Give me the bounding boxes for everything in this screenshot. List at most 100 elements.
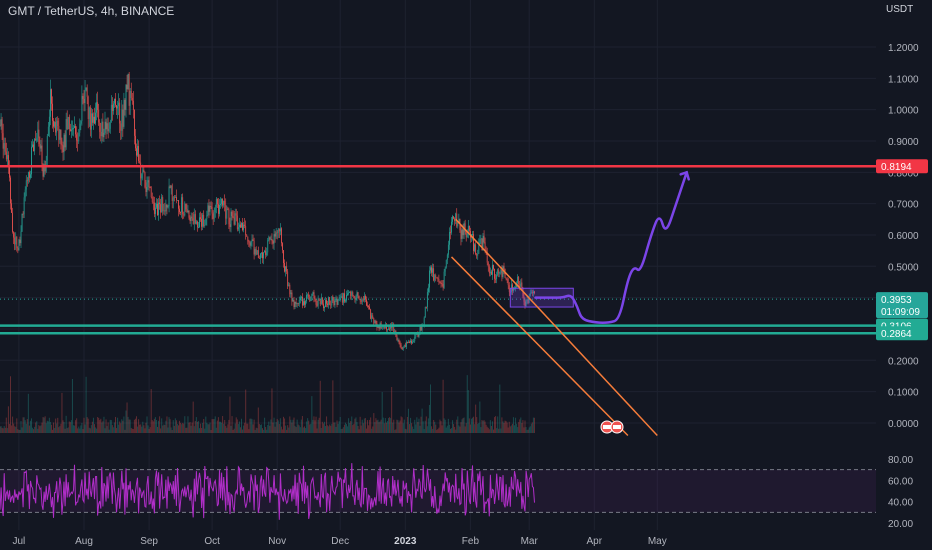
candle-body <box>38 129 40 145</box>
candle-body <box>161 197 163 213</box>
candle-body <box>73 128 74 129</box>
volume-bar <box>144 428 146 433</box>
price-tick-label: 0.6000 <box>888 231 919 242</box>
volume-bar <box>44 416 46 433</box>
event-markers[interactable] <box>600 420 624 434</box>
volume-bar <box>153 418 155 433</box>
volume-bar <box>117 417 119 433</box>
candle-body <box>506 279 508 280</box>
volume-bar <box>521 423 523 433</box>
volume-bar <box>325 425 326 433</box>
price-tick-label: 0.0000 <box>888 419 919 430</box>
candle-body <box>462 229 464 236</box>
volume-bar <box>226 427 228 433</box>
candle-body <box>111 104 113 111</box>
candle-body <box>294 301 296 307</box>
candle-body <box>337 299 339 305</box>
candle-body <box>33 144 34 152</box>
rsi-axis-label: 20.00 <box>888 519 913 530</box>
volume-bar <box>348 418 350 433</box>
volume-bar <box>380 419 382 433</box>
volume-bar <box>98 417 100 433</box>
projection-path[interactable] <box>534 171 688 324</box>
volume-bar <box>347 426 349 433</box>
candle-body <box>216 198 218 205</box>
candles <box>0 71 535 351</box>
volume-bar <box>472 417 473 433</box>
volume-bar <box>128 419 130 433</box>
candle-body <box>437 278 439 280</box>
candle-body <box>327 303 328 306</box>
volume-bar <box>373 413 375 433</box>
volume-bar <box>175 420 177 433</box>
candle-body <box>397 340 399 341</box>
volume-bar <box>260 424 262 433</box>
candle-body <box>116 105 117 109</box>
time-tick-label: 2023 <box>394 536 417 547</box>
candle-body <box>304 301 305 305</box>
candle-body <box>14 237 16 245</box>
time-tick-label: Mar <box>521 536 539 547</box>
candle-body <box>375 320 377 324</box>
volume-bar <box>401 417 403 433</box>
volume-bar <box>494 417 496 433</box>
volume-bar <box>42 417 44 433</box>
volume-bar <box>201 427 203 433</box>
volume-bar <box>5 417 7 433</box>
volume-bar <box>255 427 257 433</box>
volume-bar <box>169 419 171 433</box>
volume-bar <box>26 419 28 433</box>
volume-bar <box>194 420 196 433</box>
volume-bar <box>22 417 24 433</box>
volume-bar <box>237 424 239 433</box>
volume-bar <box>56 423 58 433</box>
volume-bar <box>236 419 238 433</box>
candle-body <box>138 146 139 162</box>
volume-bar <box>168 417 170 433</box>
volume-bar <box>184 416 186 433</box>
volume-bar <box>441 425 443 433</box>
candle-body <box>125 84 127 110</box>
candle-body <box>272 241 274 244</box>
volume-bar <box>532 417 534 433</box>
channel-upper-line[interactable] <box>455 218 658 437</box>
candle-body <box>265 250 267 255</box>
volume-bar <box>350 421 352 433</box>
drawings[interactable] <box>0 164 876 437</box>
candle-body <box>399 342 401 345</box>
candle-body <box>168 186 170 207</box>
price-axis[interactable]: 1.2000 1.1000 1.0000 0.9000 0.8000 0.7000 0.60… <box>876 0 932 550</box>
candle-body <box>342 293 344 303</box>
channel-lower-line[interactable] <box>450 256 629 437</box>
volume-bar <box>33 429 35 433</box>
candle-body <box>348 292 349 294</box>
volume-bar <box>215 427 217 433</box>
volume-bar <box>96 428 98 433</box>
volume-bar <box>397 420 399 433</box>
candle-body <box>213 212 215 219</box>
volume-bar <box>90 425 92 433</box>
volume-bar <box>163 424 165 433</box>
candle-body <box>100 131 102 137</box>
volume-bar <box>79 428 81 433</box>
candle-body <box>285 266 286 272</box>
candle-body <box>221 198 222 204</box>
volume-bar <box>239 427 241 433</box>
volume-bar <box>501 417 503 433</box>
volume-bar <box>287 425 289 433</box>
volume-bar <box>249 418 251 433</box>
volume-bar <box>112 427 114 433</box>
time-tick-label: Nov <box>268 536 286 547</box>
candle-body <box>215 198 217 208</box>
candle-body <box>222 198 223 206</box>
candle-body <box>219 204 220 214</box>
volume-bar <box>43 417 45 433</box>
volume-bar <box>343 424 345 433</box>
volume-bar <box>444 419 446 433</box>
time-axis[interactable]: Jul Aug Sep Oct Nov Dec 2023 Feb Mar Apr May <box>13 536 667 547</box>
candle-body <box>438 279 440 282</box>
rsi-pane: 80.00 60.00 40.00 20.00 <box>0 455 913 530</box>
volume-bar <box>15 426 17 433</box>
candle-body <box>314 298 316 300</box>
